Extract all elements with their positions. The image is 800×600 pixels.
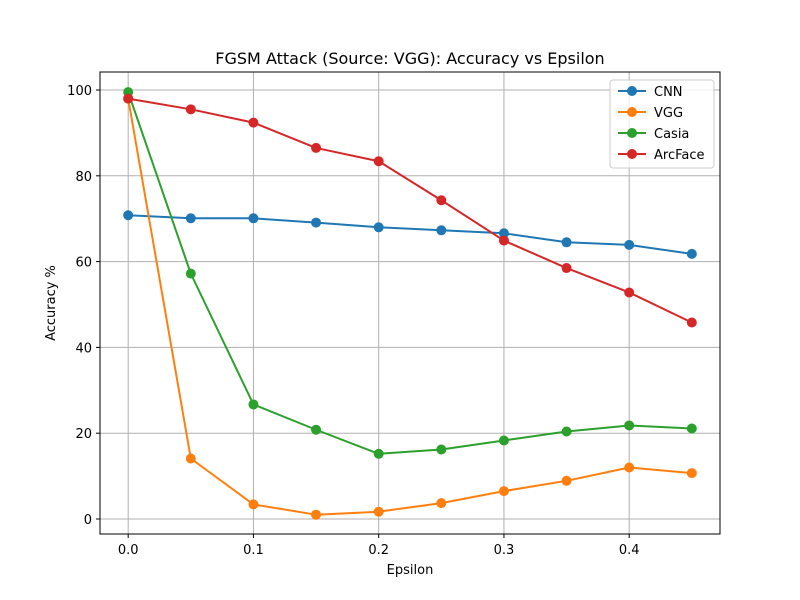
series-line-cnn — [128, 214, 692, 255]
series-line-casia — [127, 91, 692, 455]
legend-item-arcface: ArcFace — [618, 148, 705, 163]
legend-marker-casia — [627, 128, 637, 138]
data-point-vgg — [248, 499, 259, 510]
data-point-casia — [311, 424, 322, 435]
data-point-casia — [436, 444, 447, 455]
legend-item-casia: Casia — [618, 127, 689, 142]
data-point-vgg — [498, 486, 509, 497]
data-point-vgg — [373, 506, 384, 517]
legend-marker-vgg — [627, 107, 637, 117]
y-tick-label: 60 — [75, 256, 92, 271]
y-tick-label: 0 — [84, 513, 92, 528]
x-tick-label: 0.1 — [243, 543, 264, 558]
data-point-cnn — [123, 210, 134, 221]
y-axis-title: Accuracy % — [44, 265, 59, 341]
data-point-casia — [185, 268, 196, 279]
data-point-vgg — [185, 453, 196, 464]
data-point-cnn — [373, 222, 384, 233]
series-arcface — [123, 93, 697, 328]
data-point-vgg — [436, 498, 447, 509]
series-casia — [123, 87, 697, 459]
data-point-casia — [686, 423, 697, 434]
legend-box — [609, 79, 715, 169]
data-point-cnn — [686, 248, 697, 259]
series-cnn — [123, 210, 697, 259]
plot-frame — [99, 71, 721, 535]
data-point-arcface — [686, 317, 697, 328]
y-tick-label: 40 — [75, 341, 92, 356]
data-point-arcface — [248, 117, 259, 128]
data-point-vgg — [561, 475, 572, 486]
data-point-vgg — [624, 462, 635, 473]
data-point-vgg — [311, 509, 322, 520]
data-point-arcface — [561, 263, 572, 274]
chart-title: FGSM Attack (Source: VGG): Accuracy vs E… — [215, 49, 604, 68]
data-point-casia — [624, 420, 635, 431]
data-point-arcface — [123, 93, 134, 104]
data-point-arcface — [311, 142, 322, 153]
series-line-arcface — [128, 97, 693, 324]
data-point-cnn — [311, 217, 322, 228]
data-point-arcface — [624, 287, 635, 298]
legend-label-vgg: VGG — [654, 106, 683, 121]
x-tick-label: 0.2 — [368, 543, 389, 558]
data-point-arcface — [185, 104, 196, 115]
x-tick-label: 0.3 — [494, 543, 515, 558]
data-point-cnn — [498, 228, 509, 239]
data-point-cnn — [248, 213, 259, 224]
legend-label-casia: Casia — [654, 127, 689, 142]
x-tick-label: 0.4 — [619, 543, 640, 558]
data-point-cnn — [436, 225, 447, 236]
data-point-arcface — [436, 195, 447, 206]
legend-marker-arcface — [627, 149, 637, 159]
y-tick-label: 80 — [75, 170, 92, 185]
legend: CNN VGG Casia ArcFace — [609, 79, 715, 169]
y-tick-label: 100 — [67, 84, 92, 99]
legend-label-cnn: CNN — [654, 85, 683, 100]
data-point-cnn — [185, 213, 196, 224]
data-point-vgg — [686, 468, 697, 479]
legend-item-cnn: CNN — [618, 85, 683, 100]
legend-label-arcface: ArcFace — [654, 148, 705, 163]
data-point-casia — [373, 448, 384, 459]
data-point-arcface — [498, 235, 509, 246]
data-point-arcface — [373, 156, 384, 167]
legend-marker-cnn — [627, 86, 637, 96]
legend-item-vgg: VGG — [618, 106, 683, 121]
series-layer — [123, 87, 697, 520]
x-tick-label: 0.0 — [118, 543, 139, 558]
data-point-casia — [498, 435, 509, 446]
data-point-casia — [561, 426, 572, 437]
data-point-cnn — [561, 237, 572, 248]
series-line-vgg — [127, 98, 692, 516]
data-point-casia — [248, 399, 259, 410]
x-axis-title: Epsilon — [387, 563, 434, 578]
y-tick-label: 20 — [75, 427, 92, 442]
ticks: 0.0 0.1 0.2 0.3 0.4 0 20 40 60 80 100 — [67, 84, 639, 558]
data-point-cnn — [624, 239, 635, 250]
